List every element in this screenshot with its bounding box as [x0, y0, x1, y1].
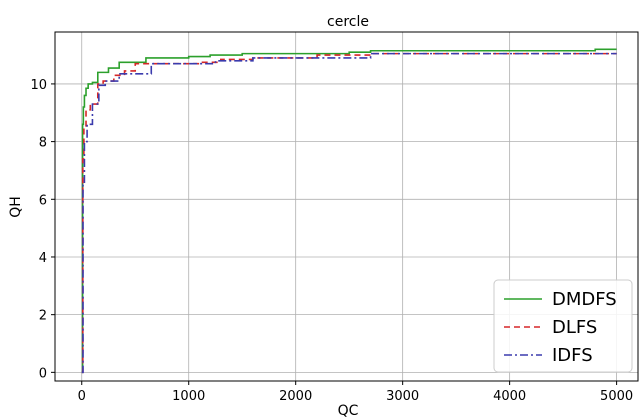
x-tick-label: 3000 — [386, 389, 419, 404]
x-ticks: 0 1000 2000 3000 4000 5000 — [78, 381, 633, 404]
x-tick-label: 0 — [78, 389, 86, 404]
plot-lines — [81, 48, 617, 374]
x-tick-label: 4000 — [493, 389, 526, 404]
grid — [55, 32, 638, 381]
plot-frame — [54, 31, 639, 382]
legend-label-dlfs: DLFS — [552, 317, 597, 338]
x-tick-label: 1000 — [172, 389, 205, 404]
legend: DMDFS DLFS IDFS — [493, 279, 633, 373]
series-line-idfs — [81, 52, 617, 374]
y-tick-label: 2 — [39, 309, 47, 324]
legend-label-dmdfs: DMDFS — [552, 289, 617, 310]
x-tick-label: 2000 — [279, 389, 312, 404]
series-line-dlfs — [81, 52, 617, 374]
chart-title: cercle — [327, 14, 369, 30]
legend-label-idfs: IDFS — [552, 345, 593, 366]
series-line-dmdfs — [81, 48, 617, 374]
y-tick-label: 6 — [39, 193, 47, 208]
x-axis-label: QC — [338, 403, 359, 419]
y-tick-label: 4 — [39, 251, 47, 266]
y-tick-label: 0 — [39, 366, 47, 381]
y-ticks: 0 2 4 6 8 10 — [30, 78, 55, 381]
y-axis-label: QH — [8, 196, 24, 218]
y-tick-label: 8 — [39, 136, 47, 151]
legend-box — [493, 279, 633, 373]
y-tick-label: 10 — [30, 78, 47, 93]
x-tick-label: 5000 — [600, 389, 633, 404]
